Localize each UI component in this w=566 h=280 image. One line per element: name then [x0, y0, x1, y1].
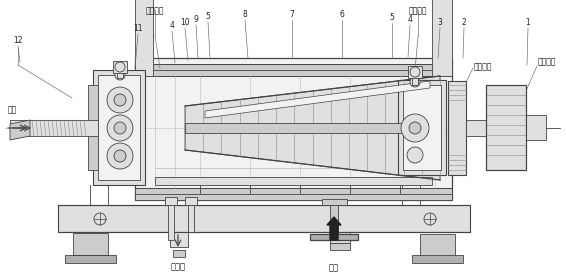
Bar	[398, 80, 446, 175]
Text: 3: 3	[438, 18, 443, 27]
Text: 沉渣: 沉渣	[329, 263, 339, 272]
Bar	[73, 233, 108, 255]
Circle shape	[407, 147, 423, 163]
Circle shape	[410, 67, 420, 77]
FancyArrow shape	[327, 217, 341, 240]
Bar	[135, 58, 452, 200]
Text: 5: 5	[205, 12, 211, 21]
Text: 7: 7	[290, 10, 294, 19]
Circle shape	[409, 122, 421, 134]
Bar	[165, 197, 177, 205]
Bar	[117, 70, 123, 78]
Bar	[185, 197, 197, 205]
Text: 机头法兰: 机头法兰	[474, 62, 492, 71]
Bar	[412, 255, 463, 263]
Bar	[466, 120, 486, 136]
Bar	[170, 232, 188, 247]
Bar	[93, 70, 145, 185]
Text: 进料: 进料	[8, 106, 17, 115]
Circle shape	[114, 94, 126, 106]
Circle shape	[401, 114, 429, 142]
Bar	[98, 75, 140, 180]
Bar	[173, 250, 185, 257]
Bar	[420, 234, 455, 256]
Circle shape	[107, 87, 133, 113]
Circle shape	[115, 62, 125, 72]
Bar	[486, 85, 526, 170]
Polygon shape	[185, 76, 440, 180]
Bar	[448, 81, 466, 175]
Polygon shape	[10, 120, 30, 140]
Text: 9: 9	[194, 15, 199, 24]
Bar	[113, 61, 127, 73]
Bar	[65, 255, 116, 263]
Text: 4: 4	[408, 15, 413, 24]
Text: 12: 12	[13, 36, 23, 45]
Bar	[432, 0, 452, 76]
Text: 4: 4	[170, 21, 174, 30]
Bar	[330, 232, 350, 243]
Bar	[135, 0, 153, 76]
Text: 注油脂孔: 注油脂孔	[146, 6, 164, 15]
Text: 2: 2	[462, 18, 466, 27]
Bar	[403, 85, 441, 170]
Circle shape	[114, 122, 126, 134]
Bar	[135, 64, 452, 76]
Text: 5: 5	[389, 13, 395, 22]
Bar	[330, 205, 338, 235]
Bar	[185, 123, 440, 133]
Bar	[135, 188, 452, 200]
Bar	[155, 177, 432, 185]
Text: 11: 11	[133, 24, 143, 33]
Bar	[10, 120, 98, 136]
Circle shape	[115, 70, 125, 80]
Bar	[330, 243, 350, 250]
Text: 澄清液: 澄清液	[170, 262, 186, 271]
Circle shape	[114, 150, 126, 162]
Circle shape	[107, 143, 133, 169]
Bar	[408, 66, 422, 78]
Bar	[310, 234, 358, 240]
Bar	[322, 199, 347, 205]
Text: 10: 10	[180, 18, 190, 27]
Bar	[168, 205, 174, 240]
Bar	[58, 205, 470, 232]
Circle shape	[410, 77, 420, 87]
Text: 1: 1	[526, 18, 530, 27]
Bar	[412, 77, 418, 85]
Text: 注油脂孔: 注油脂孔	[538, 57, 556, 67]
Bar	[188, 205, 194, 232]
Bar	[88, 85, 98, 170]
Circle shape	[107, 115, 133, 141]
Text: 8: 8	[243, 10, 247, 19]
Polygon shape	[205, 81, 430, 118]
Text: 6: 6	[340, 10, 345, 19]
Bar	[486, 85, 526, 170]
Bar	[526, 115, 546, 140]
Text: 注油脂孔: 注油脂孔	[409, 6, 427, 15]
